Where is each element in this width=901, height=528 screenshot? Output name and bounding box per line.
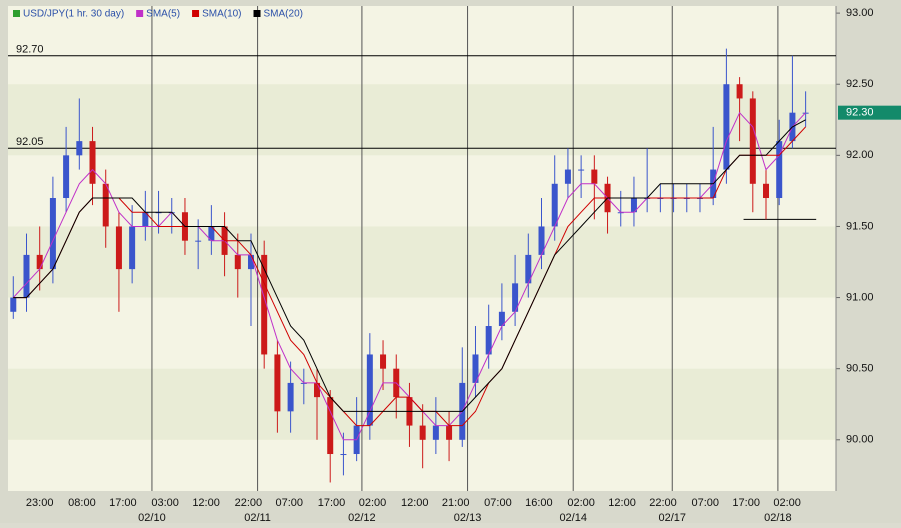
candle-body (736, 84, 743, 99)
legend-label: SMA(20) (264, 9, 303, 20)
x-tick-label: 07:00 (484, 497, 512, 509)
candle-body (115, 226, 122, 270)
x-tick-label: 21:00 (442, 497, 470, 509)
x-tick-label: 17:00 (732, 497, 760, 509)
candle-body (472, 354, 479, 383)
candle-body (419, 425, 426, 440)
candle-body (102, 183, 109, 227)
candle-body (155, 212, 162, 214)
y-tick-label: 93.00 (846, 7, 874, 19)
candle-body (195, 240, 202, 242)
candle-body (723, 84, 730, 170)
date-label: 02/17 (658, 512, 686, 523)
candle-body (234, 254, 241, 270)
candle-body (763, 183, 770, 199)
candle-body (49, 198, 56, 270)
x-tick-label: 02:00 (567, 497, 595, 509)
candle-body (670, 198, 677, 200)
candle-body (432, 425, 439, 440)
sma-line (13, 119, 806, 412)
x-tick-label: 03:00 (151, 497, 179, 509)
candle-body (76, 141, 83, 156)
legend-swatch (136, 10, 144, 17)
candle-body (657, 198, 664, 200)
date-label: 02/11 (244, 512, 271, 523)
candle-body (498, 311, 505, 327)
y-tick-label: 91.00 (846, 291, 874, 303)
legend-swatch (13, 10, 20, 17)
candle-body (63, 155, 70, 199)
candle-body (578, 169, 585, 171)
x-tick-label: 12:00 (401, 497, 429, 509)
x-tick-label: 23:00 (26, 497, 54, 509)
candle-body (776, 141, 783, 199)
legend-swatch (192, 10, 200, 17)
candle-body (512, 283, 519, 312)
x-tick-label: 17:00 (318, 497, 346, 509)
candle-body (340, 454, 347, 456)
candle-body (300, 382, 307, 384)
x-tick-label: 02:00 (359, 497, 387, 509)
x-tick-label: 12:00 (192, 497, 220, 509)
x-tick-label: 02:00 (773, 497, 801, 509)
legend-swatch (253, 10, 261, 17)
candle-body (564, 169, 571, 184)
candle-body (208, 226, 215, 241)
candle-body (446, 425, 453, 440)
legend-label: USD/JPY(1 hr. 30 day) (23, 9, 124, 20)
candle-body (617, 212, 624, 214)
x-tick-label: 22:00 (235, 497, 263, 509)
x-tick-label: 17:00 (109, 497, 137, 509)
y-tick-label: 90.50 (846, 363, 874, 375)
y-tick-label: 92.50 (846, 78, 874, 90)
candle-body (314, 382, 321, 398)
candle-body (23, 254, 30, 298)
candle-body (261, 254, 268, 355)
legend-label: SMA(5) (146, 9, 180, 20)
date-label: 02/18 (764, 512, 792, 523)
date-label: 02/14 (559, 512, 587, 523)
candle-body (129, 226, 136, 270)
y-tick-label: 91.50 (846, 220, 874, 232)
candle-body (538, 226, 545, 255)
candle-body (366, 354, 373, 426)
x-tick-label: 12:00 (608, 497, 636, 509)
x-tick-label: 07:00 (276, 497, 304, 509)
candle-body (142, 212, 149, 227)
x-tick-label: 08:00 (68, 497, 96, 509)
candle-body (274, 354, 281, 412)
date-label: 02/10 (138, 512, 166, 523)
candle-body (485, 326, 492, 355)
candle-body (683, 198, 690, 200)
y-tick-label: 92.00 (846, 149, 874, 161)
y-tick-label: 90.00 (846, 434, 874, 446)
legend-label: SMA(10) (202, 9, 241, 20)
level-label: 92.70 (16, 44, 44, 56)
level-label: 92.05 (16, 136, 44, 148)
date-label: 02/13 (454, 512, 482, 523)
candle-body (749, 98, 756, 184)
price-marker (838, 105, 901, 120)
x-tick-label: 16:00 (525, 497, 553, 509)
candle-body (36, 254, 43, 270)
candle-body (696, 198, 703, 200)
x-tick-label: 22:00 (649, 497, 677, 509)
candle-body (591, 169, 598, 184)
x-tick-label: 07:00 (691, 497, 719, 509)
grid-band (8, 84, 836, 156)
candle-body (327, 397, 334, 455)
date-label: 02/12 (348, 512, 376, 523)
candle-body (630, 198, 637, 213)
candle-body (89, 141, 96, 184)
candle-body (551, 183, 558, 227)
grid-band (8, 226, 836, 298)
candle-body (525, 254, 532, 284)
candle-body (247, 254, 254, 270)
price-marker-label: 92.30 (846, 107, 874, 119)
candle-body (380, 354, 387, 369)
candle-body (287, 382, 294, 412)
candle-body (10, 297, 17, 312)
